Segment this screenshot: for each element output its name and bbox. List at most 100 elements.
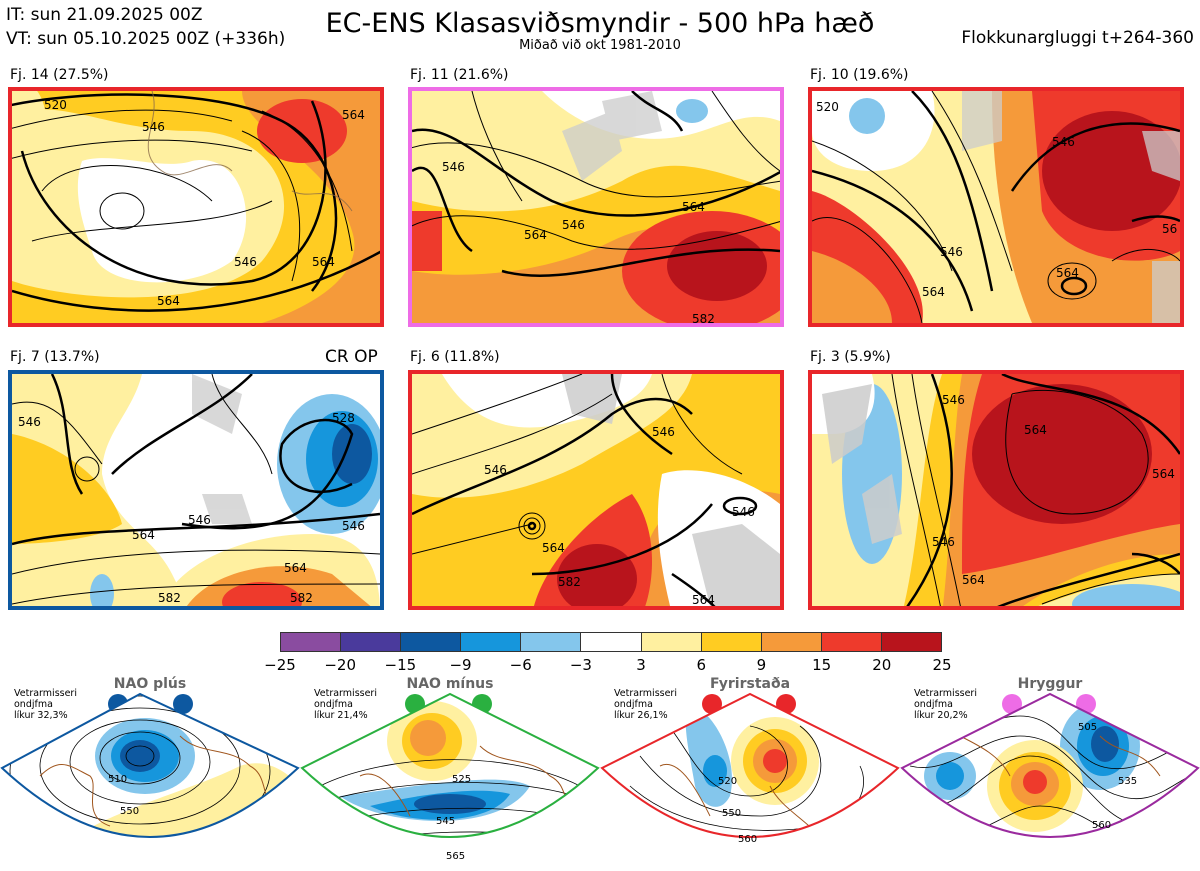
contour-label: 582	[158, 591, 181, 605]
init-time: IT: sun 21.09.2025 00Z	[6, 5, 203, 25]
contour-label: 564	[1056, 266, 1079, 280]
colorbar-tick-label: −20	[324, 656, 356, 674]
contour-label: 564	[524, 228, 547, 242]
contour-label: 546	[234, 255, 257, 269]
regime-marker-icon	[702, 694, 722, 714]
classification-window: Flokkunargluggi t+264-360	[961, 28, 1194, 48]
regime-contour-label: 560	[738, 834, 757, 845]
contour-label: 546	[484, 463, 507, 477]
panel-5-label: Fj. 6 (11.8%)	[410, 349, 500, 365]
regime-contour-label: 535	[1118, 776, 1137, 787]
colorbar-swatch	[761, 633, 822, 651]
page-subtitle: Miðað við okt 1981-2010	[519, 38, 681, 53]
colorbar-swatch	[881, 633, 942, 651]
contour-label: 564	[692, 593, 715, 607]
contour-label: 564	[682, 200, 705, 214]
regime-contour-label: 550	[120, 806, 139, 817]
contour-label: 528	[332, 411, 355, 425]
contour-label: 564	[922, 285, 945, 299]
regime-note: Vetrarmisseri ondjfma líkur 20,2%	[914, 688, 977, 721]
regime-contour-label: 525	[452, 774, 471, 785]
colorbar-swatch	[341, 633, 402, 651]
panel-4-control-tag: CR OP	[325, 347, 378, 367]
contour-label: 56	[1162, 222, 1177, 236]
colorbar-tick-label: −9	[449, 656, 472, 674]
colorbar-tick-label: 20	[872, 656, 892, 674]
regime-contour-label: 550	[722, 808, 741, 819]
panel-2-label: Fj. 11 (21.6%)	[410, 67, 509, 83]
contour-label: 546	[732, 505, 755, 519]
colorbar-swatch	[701, 633, 762, 651]
contour-label: 546	[652, 425, 675, 439]
regime-contour-label: 545	[436, 816, 455, 827]
regime-note: Vetrarmisseri ondjfma líkur 21,4%	[314, 688, 377, 721]
colorbar-swatch	[821, 633, 882, 651]
contour-label: 546	[932, 535, 955, 549]
colorbar-swatch	[281, 633, 342, 651]
contour-label: 564	[962, 573, 985, 587]
panel-3-label: Fj. 10 (19.6%)	[810, 67, 909, 83]
colorbar-tick-label: 3	[636, 656, 646, 674]
valid-time: VT: sun 05.10.2025 00Z (+336h)	[6, 29, 286, 49]
colorbar-tick-label: −25	[264, 656, 296, 674]
contour-label: 520	[44, 98, 67, 112]
cluster-panel-5-map: 546 546 546 564 582 564	[408, 370, 784, 610]
contour-label: 546	[940, 245, 963, 259]
colorbar-tick-label: −3	[569, 656, 592, 674]
colorbar-tick-label: 9	[756, 656, 767, 674]
contour-label: 582	[290, 591, 313, 605]
colorbar-tick-label: 25	[932, 656, 952, 674]
contour-label: 564	[1152, 467, 1175, 481]
cluster-panel-1-map: 520 546 564 546 564 564	[8, 87, 384, 327]
regime-note: Vetrarmisseri ondjfma líkur 26,1%	[614, 688, 677, 721]
contour-label: 546	[442, 160, 465, 174]
colorbar-swatch	[581, 633, 642, 651]
cluster-panel-4-map: 546 528 546 546 564 564 582 582	[8, 370, 384, 610]
contour-label: 520	[816, 100, 839, 114]
panel-6-label: Fj. 3 (5.9%)	[810, 349, 891, 365]
regime-title: Fyrirstaða	[709, 676, 791, 692]
contour-label: 564	[132, 528, 155, 542]
colorbar-swatch	[521, 633, 582, 651]
contour-label: 582	[692, 312, 715, 323]
cluster-panel-2-map: 546 546 564 564 582	[408, 87, 784, 327]
contour-label: 546	[188, 513, 211, 527]
contour-label: 564	[284, 561, 307, 575]
colorbar-tick-label: 6	[696, 656, 707, 674]
colorbar-swatch	[461, 633, 522, 651]
contour-label: 546	[142, 120, 165, 134]
regime-ridge: Hryggur Vetrarmisseri ondjfma líkur 20,2%	[900, 676, 1200, 871]
cluster-panel-6-map: 546 564 546 564 564	[808, 370, 1184, 610]
regime-contour-label: 510	[108, 774, 127, 785]
regime-title: NAO plús	[113, 676, 187, 692]
regime-contour-label: 520	[718, 776, 737, 787]
contour-label: 546	[342, 519, 365, 533]
contour-label: 546	[562, 218, 585, 232]
contour-label: 564	[312, 255, 335, 269]
regime-note: Vetrarmisseri ondjfma líkur 32,3%	[14, 688, 77, 721]
colorbar-swatch	[401, 633, 462, 651]
contour-label: 582	[558, 575, 581, 589]
regime-nao-minus: NAO mínus Vetrarmisseri ondjfma líkur 21,4…	[300, 676, 600, 871]
cluster-panel-3-map: 520 546 546 564 564 56	[808, 87, 1184, 327]
contour-label: 546	[942, 393, 965, 407]
panel-4-label: Fj. 7 (13.7%)	[10, 349, 100, 365]
contour-label: 546	[18, 415, 41, 429]
regime-contour-label: 565	[446, 851, 465, 862]
contour-label: 564	[157, 294, 180, 308]
regime-marker-icon	[173, 694, 193, 714]
anomaly-colorbar	[280, 632, 942, 652]
regime-contour-label: 560	[1092, 820, 1111, 831]
colorbar-swatch	[641, 633, 702, 651]
panel-1-label: Fj. 14 (27.5%)	[10, 67, 109, 83]
page-title: EC-ENS Klasasviðsmyndir - 500 hPa hæð	[325, 8, 875, 39]
regime-title: NAO mínus	[406, 676, 494, 692]
regime-marker-icon	[1002, 694, 1022, 714]
regime-nao-plus: NAO plús Vetrarmisseri ondjfma líkur 32,3%…	[0, 676, 300, 871]
colorbar-tick-label: 15	[812, 656, 832, 674]
regime-contour-label: 505	[1078, 722, 1097, 733]
colorbar-tick-label: −6	[509, 656, 532, 674]
regime-blocking: Fyrirstaða Vetrarmisseri ondjfma líkur 26,…	[600, 676, 900, 871]
contour-label: 546	[1052, 135, 1075, 149]
colorbar-tick-label: −15	[384, 656, 417, 674]
